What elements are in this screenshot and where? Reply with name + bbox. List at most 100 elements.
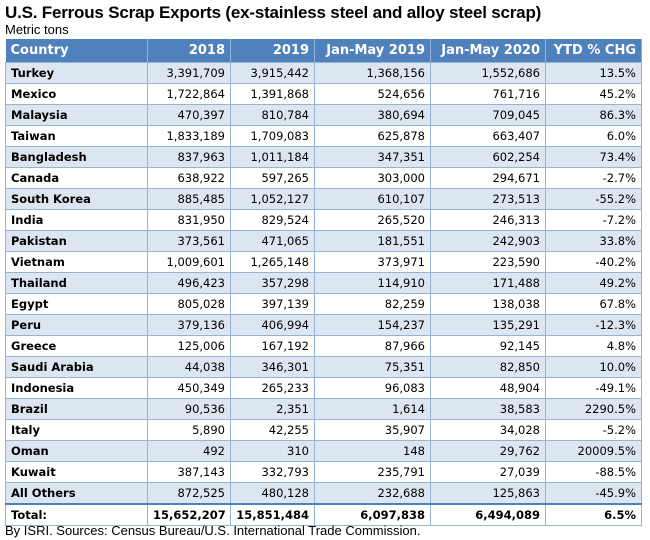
table-row: Egypt 805,028 397,139 82,259 138,038 67.8% xyxy=(5,293,642,315)
table-row: India 831,950 829,524 265,520 246,313 -7.2% xyxy=(5,209,642,231)
cell-val-2019: 3,915,442 xyxy=(230,62,315,84)
cell-val-jan-may-2019: 232,688 xyxy=(314,482,431,505)
cell-val-jan-may-2019: 524,656 xyxy=(314,83,431,105)
cell-val-jan-may-2020: 246,313 xyxy=(430,209,546,231)
cell-country: Saudi Arabia xyxy=(5,356,148,378)
cell-val-jan-may-2020: 34,028 xyxy=(430,419,546,441)
cell-ytd-chg: -7.2% xyxy=(545,209,642,231)
table-row: Italy 5,890 42,255 35,907 34,028 -5.2% xyxy=(5,419,642,441)
cell-val-2018: 638,922 xyxy=(147,167,231,189)
cell-val-jan-may-2020: 92,145 xyxy=(430,335,546,357)
cell-val-jan-may-2020: 82,850 xyxy=(430,356,546,378)
cell-val-2019: 397,139 xyxy=(230,293,315,315)
cell-country: Turkey xyxy=(5,62,148,84)
cell-ytd-chg: 2290.5% xyxy=(545,398,642,420)
cell-val-2018: 1,722,864 xyxy=(147,83,231,105)
table-row: All Others 872,525 480,128 232,688 125,863 -4… xyxy=(5,482,642,505)
cell-val-jan-may-2020: 38,583 xyxy=(430,398,546,420)
cell-val-2019: 480,128 xyxy=(230,482,315,505)
unit-label: Metric tons xyxy=(5,22,69,37)
cell-ytd-chg: -55.2% xyxy=(545,188,642,210)
cell-val-2019: 265,233 xyxy=(230,377,315,399)
cell-val-jan-may-2019: 96,083 xyxy=(314,377,431,399)
cell-val-2019: 829,524 xyxy=(230,209,315,231)
cell-val-2019: 310 xyxy=(230,440,315,462)
total-val-jan-may-2020: 6,494,089 xyxy=(430,503,546,526)
cell-ytd-chg: 86.3% xyxy=(545,104,642,126)
table-row: Brazil 90,536 2,351 1,614 38,583 2290.5% xyxy=(5,398,642,420)
col-2018: 2018 xyxy=(147,39,231,63)
total-val-2018: 15,652,207 xyxy=(147,503,231,526)
cell-val-2019: 2,351 xyxy=(230,398,315,420)
cell-val-2018: 872,525 xyxy=(147,482,231,505)
cell-ytd-chg: -49.1% xyxy=(545,377,642,399)
cell-country: Kuwait xyxy=(5,461,148,483)
cell-val-jan-may-2019: 235,791 xyxy=(314,461,431,483)
cell-val-jan-may-2019: 347,351 xyxy=(314,146,431,168)
exports-table: Country 2018 2019 Jan-May 2019 Jan-May 2… xyxy=(5,39,642,526)
cell-ytd-chg: -40.2% xyxy=(545,251,642,273)
cell-country: Indonesia xyxy=(5,377,148,399)
cell-ytd-chg: 6.0% xyxy=(545,125,642,147)
cell-val-jan-may-2019: 154,237 xyxy=(314,314,431,336)
col-2019: 2019 xyxy=(230,39,315,63)
cell-val-2018: 805,028 xyxy=(147,293,231,315)
source-note: By ISRI. Sources: Census Bureau/U.S. Int… xyxy=(5,523,421,538)
table-row: Taiwan 1,833,189 1,709,083 625,878 663,407 6.… xyxy=(5,125,642,147)
total-country: Total: xyxy=(5,503,148,526)
cell-val-jan-may-2020: 663,407 xyxy=(430,125,546,147)
table-row: Mexico 1,722,864 1,391,868 524,656 761,716 45… xyxy=(5,83,642,105)
cell-val-2018: 90,536 xyxy=(147,398,231,420)
table-row: Saudi Arabia 44,038 346,301 75,351 82,850 10.… xyxy=(5,356,642,378)
cell-val-jan-may-2019: 1,614 xyxy=(314,398,431,420)
cell-ytd-chg: -88.5% xyxy=(545,461,642,483)
cell-country: Taiwan xyxy=(5,125,148,147)
cell-val-jan-may-2019: 380,694 xyxy=(314,104,431,126)
table-row: Greece 125,006 167,192 87,966 92,145 4.8% xyxy=(5,335,642,357)
cell-ytd-chg: -2.7% xyxy=(545,167,642,189)
table-row: Turkey 3,391,709 3,915,442 1,368,156 1,552,6… xyxy=(5,62,642,84)
header-row: Country 2018 2019 Jan-May 2019 Jan-May 2… xyxy=(5,39,642,63)
col-jan-may-2020: Jan-May 2020 xyxy=(430,39,546,63)
table-row: Pakistan 373,561 471,065 181,551 242,903 33.8… xyxy=(5,230,642,252)
cell-ytd-chg: -12.3% xyxy=(545,314,642,336)
table-row: Vietnam 1,009,601 1,265,148 373,971 223,590-… xyxy=(5,251,642,273)
cell-val-2018: 450,349 xyxy=(147,377,231,399)
total-val-jan-may-2019: 6,097,838 xyxy=(314,503,431,526)
table-row: Canada 638,922 597,265 303,000 294,671 -2.7% xyxy=(5,167,642,189)
total-row: Total: 15,652,207 15,851,484 6,097,838 6,494… xyxy=(5,503,642,526)
cell-val-2019: 1,052,127 xyxy=(230,188,315,210)
cell-val-2018: 470,397 xyxy=(147,104,231,126)
cell-val-2018: 492 xyxy=(147,440,231,462)
cell-val-jan-may-2019: 181,551 xyxy=(314,230,431,252)
cell-ytd-chg: 49.2% xyxy=(545,272,642,294)
total-ytd-chg: 6.5% xyxy=(545,503,642,526)
cell-ytd-chg: 73.4% xyxy=(545,146,642,168)
cell-val-2019: 406,994 xyxy=(230,314,315,336)
cell-country: Mexico xyxy=(5,83,148,105)
cell-country: Greece xyxy=(5,335,148,357)
cell-val-2018: 1,009,601 xyxy=(147,251,231,273)
cell-val-jan-may-2019: 35,907 xyxy=(314,419,431,441)
cell-val-jan-may-2020: 602,254 xyxy=(430,146,546,168)
cell-val-2019: 1,011,184 xyxy=(230,146,315,168)
cell-val-2019: 1,391,868 xyxy=(230,83,315,105)
cell-ytd-chg: 20009.5% xyxy=(545,440,642,462)
cell-val-2018: 3,391,709 xyxy=(147,62,231,84)
cell-country: Egypt xyxy=(5,293,148,315)
cell-ytd-chg: 45.2% xyxy=(545,83,642,105)
cell-ytd-chg: 33.8% xyxy=(545,230,642,252)
cell-val-2019: 346,301 xyxy=(230,356,315,378)
cell-val-jan-may-2019: 625,878 xyxy=(314,125,431,147)
cell-val-jan-may-2019: 610,107 xyxy=(314,188,431,210)
table-row: Kuwait 387,143 332,793 235,791 27,039 -88.5% xyxy=(5,461,642,483)
cell-val-jan-may-2019: 82,259 xyxy=(314,293,431,315)
cell-val-2018: 837,963 xyxy=(147,146,231,168)
cell-val-jan-may-2020: 242,903 xyxy=(430,230,546,252)
cell-val-2019: 597,265 xyxy=(230,167,315,189)
cell-country: All Others xyxy=(5,482,148,505)
cell-val-jan-may-2019: 75,351 xyxy=(314,356,431,378)
cell-country: Peru xyxy=(5,314,148,336)
cell-val-2018: 831,950 xyxy=(147,209,231,231)
cell-val-jan-may-2020: 48,904 xyxy=(430,377,546,399)
